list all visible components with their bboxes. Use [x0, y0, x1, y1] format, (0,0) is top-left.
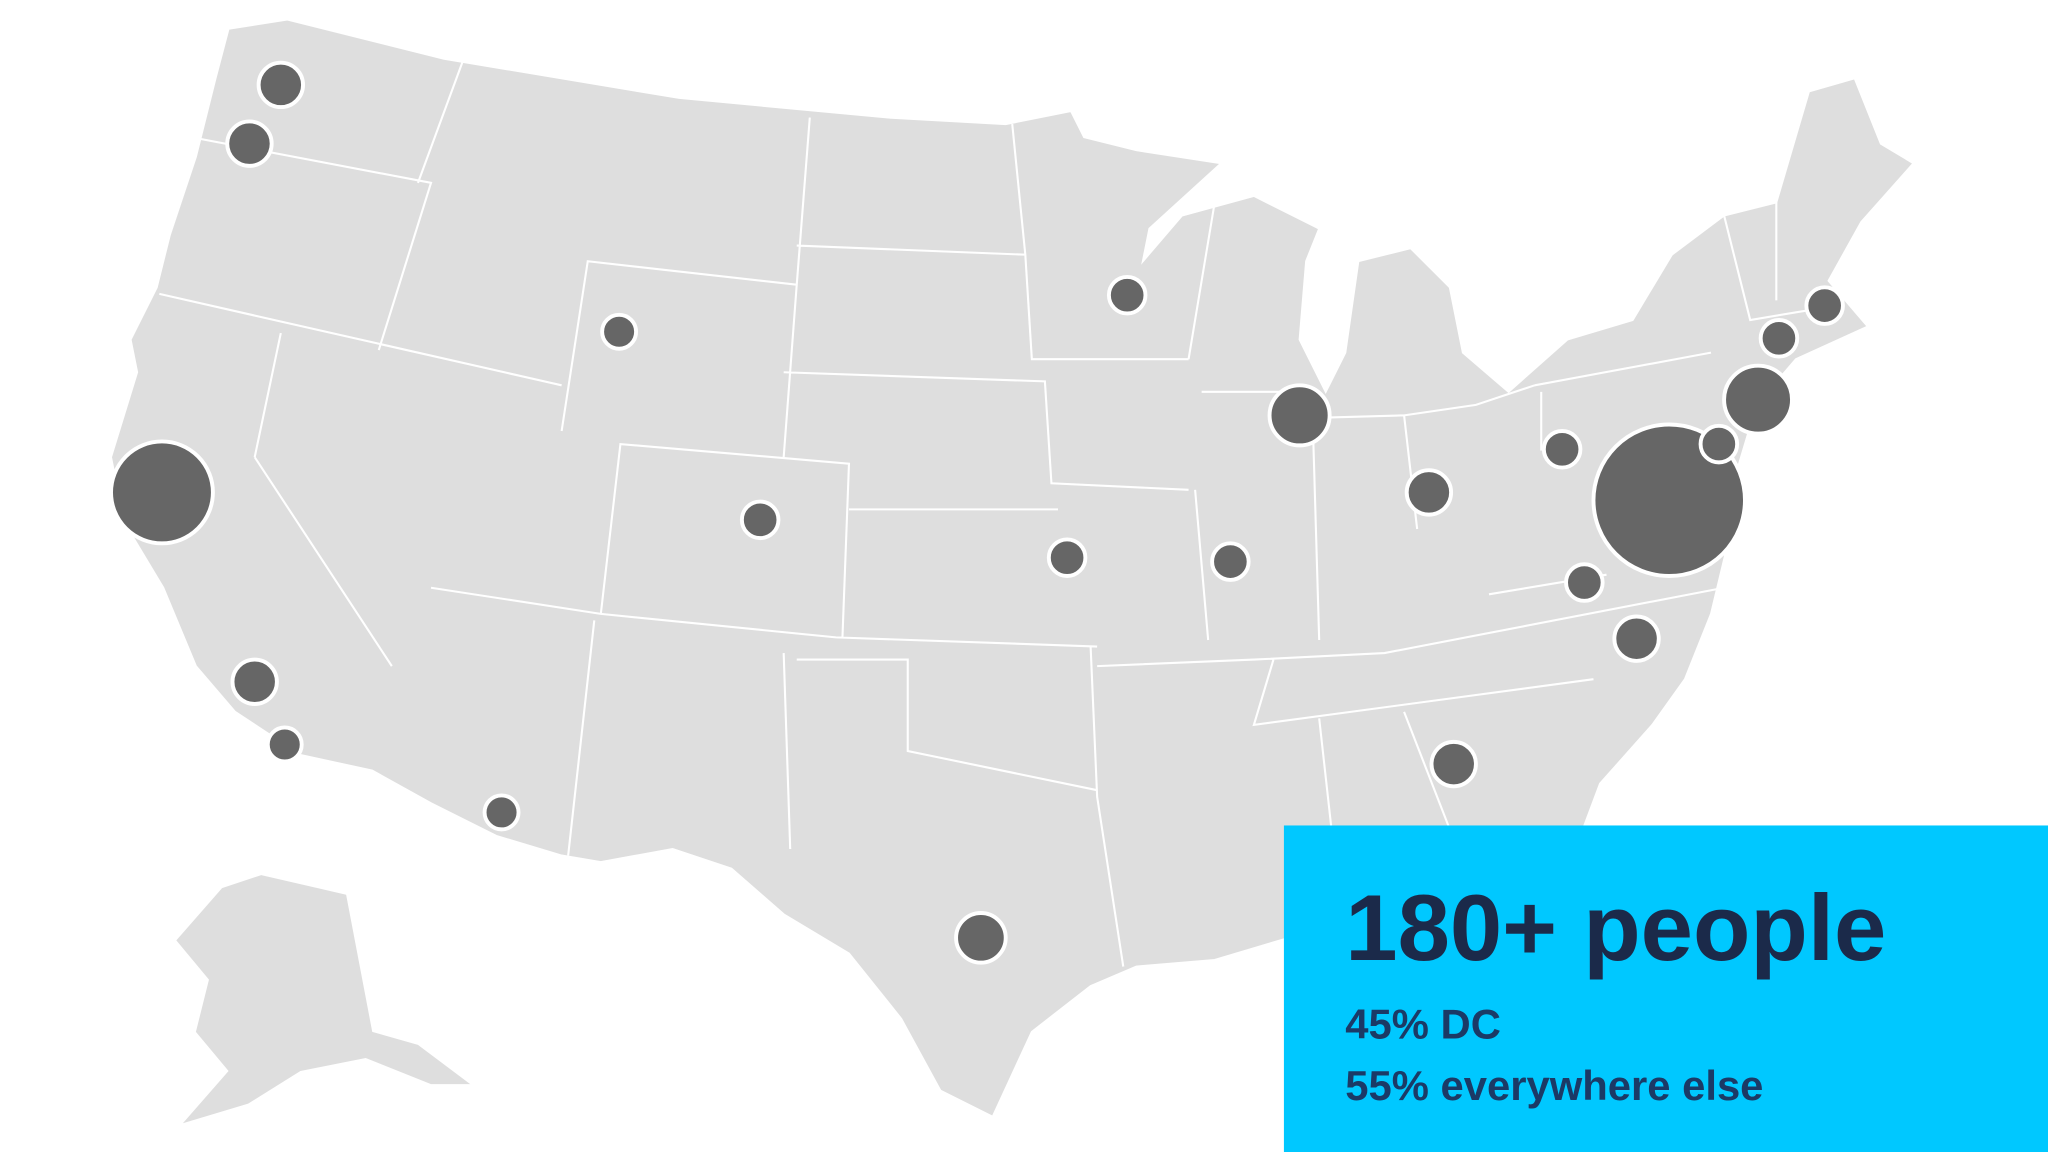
bubble [1210, 541, 1251, 582]
bubble [109, 439, 215, 546]
headline: 180+ people [1345, 875, 1886, 980]
state-lines [156, 58, 1829, 967]
bubble [225, 119, 274, 168]
bubble [1106, 274, 1148, 316]
bubble [1804, 285, 1845, 326]
stat-line: 45% DC [1345, 1000, 1501, 1047]
us-map [110, 18, 1915, 1124]
bubble [1541, 429, 1583, 470]
bubble [954, 911, 1008, 965]
bubble [265, 725, 304, 764]
bubble [1564, 562, 1605, 603]
stat-line: 55% everywhere else [1345, 1062, 1763, 1109]
bubble [600, 312, 639, 351]
bubble [1612, 614, 1661, 663]
bubble [1429, 739, 1478, 789]
bubble [739, 499, 781, 541]
bubble [230, 657, 279, 706]
bubble [1698, 423, 1740, 465]
bubble [1722, 363, 1794, 436]
bubble [1046, 537, 1088, 578]
bubble [1758, 318, 1800, 359]
bubble [1404, 468, 1454, 517]
bubble [256, 60, 305, 110]
info-panel: 180+ people 45% DC 55% everywhere else [1283, 825, 2048, 1152]
bubble [1267, 383, 1332, 448]
bubble [1591, 422, 1747, 578]
bubbles [109, 60, 1845, 965]
panel-background [1283, 825, 2048, 1152]
bubble [482, 793, 521, 832]
alaska [176, 875, 471, 1124]
